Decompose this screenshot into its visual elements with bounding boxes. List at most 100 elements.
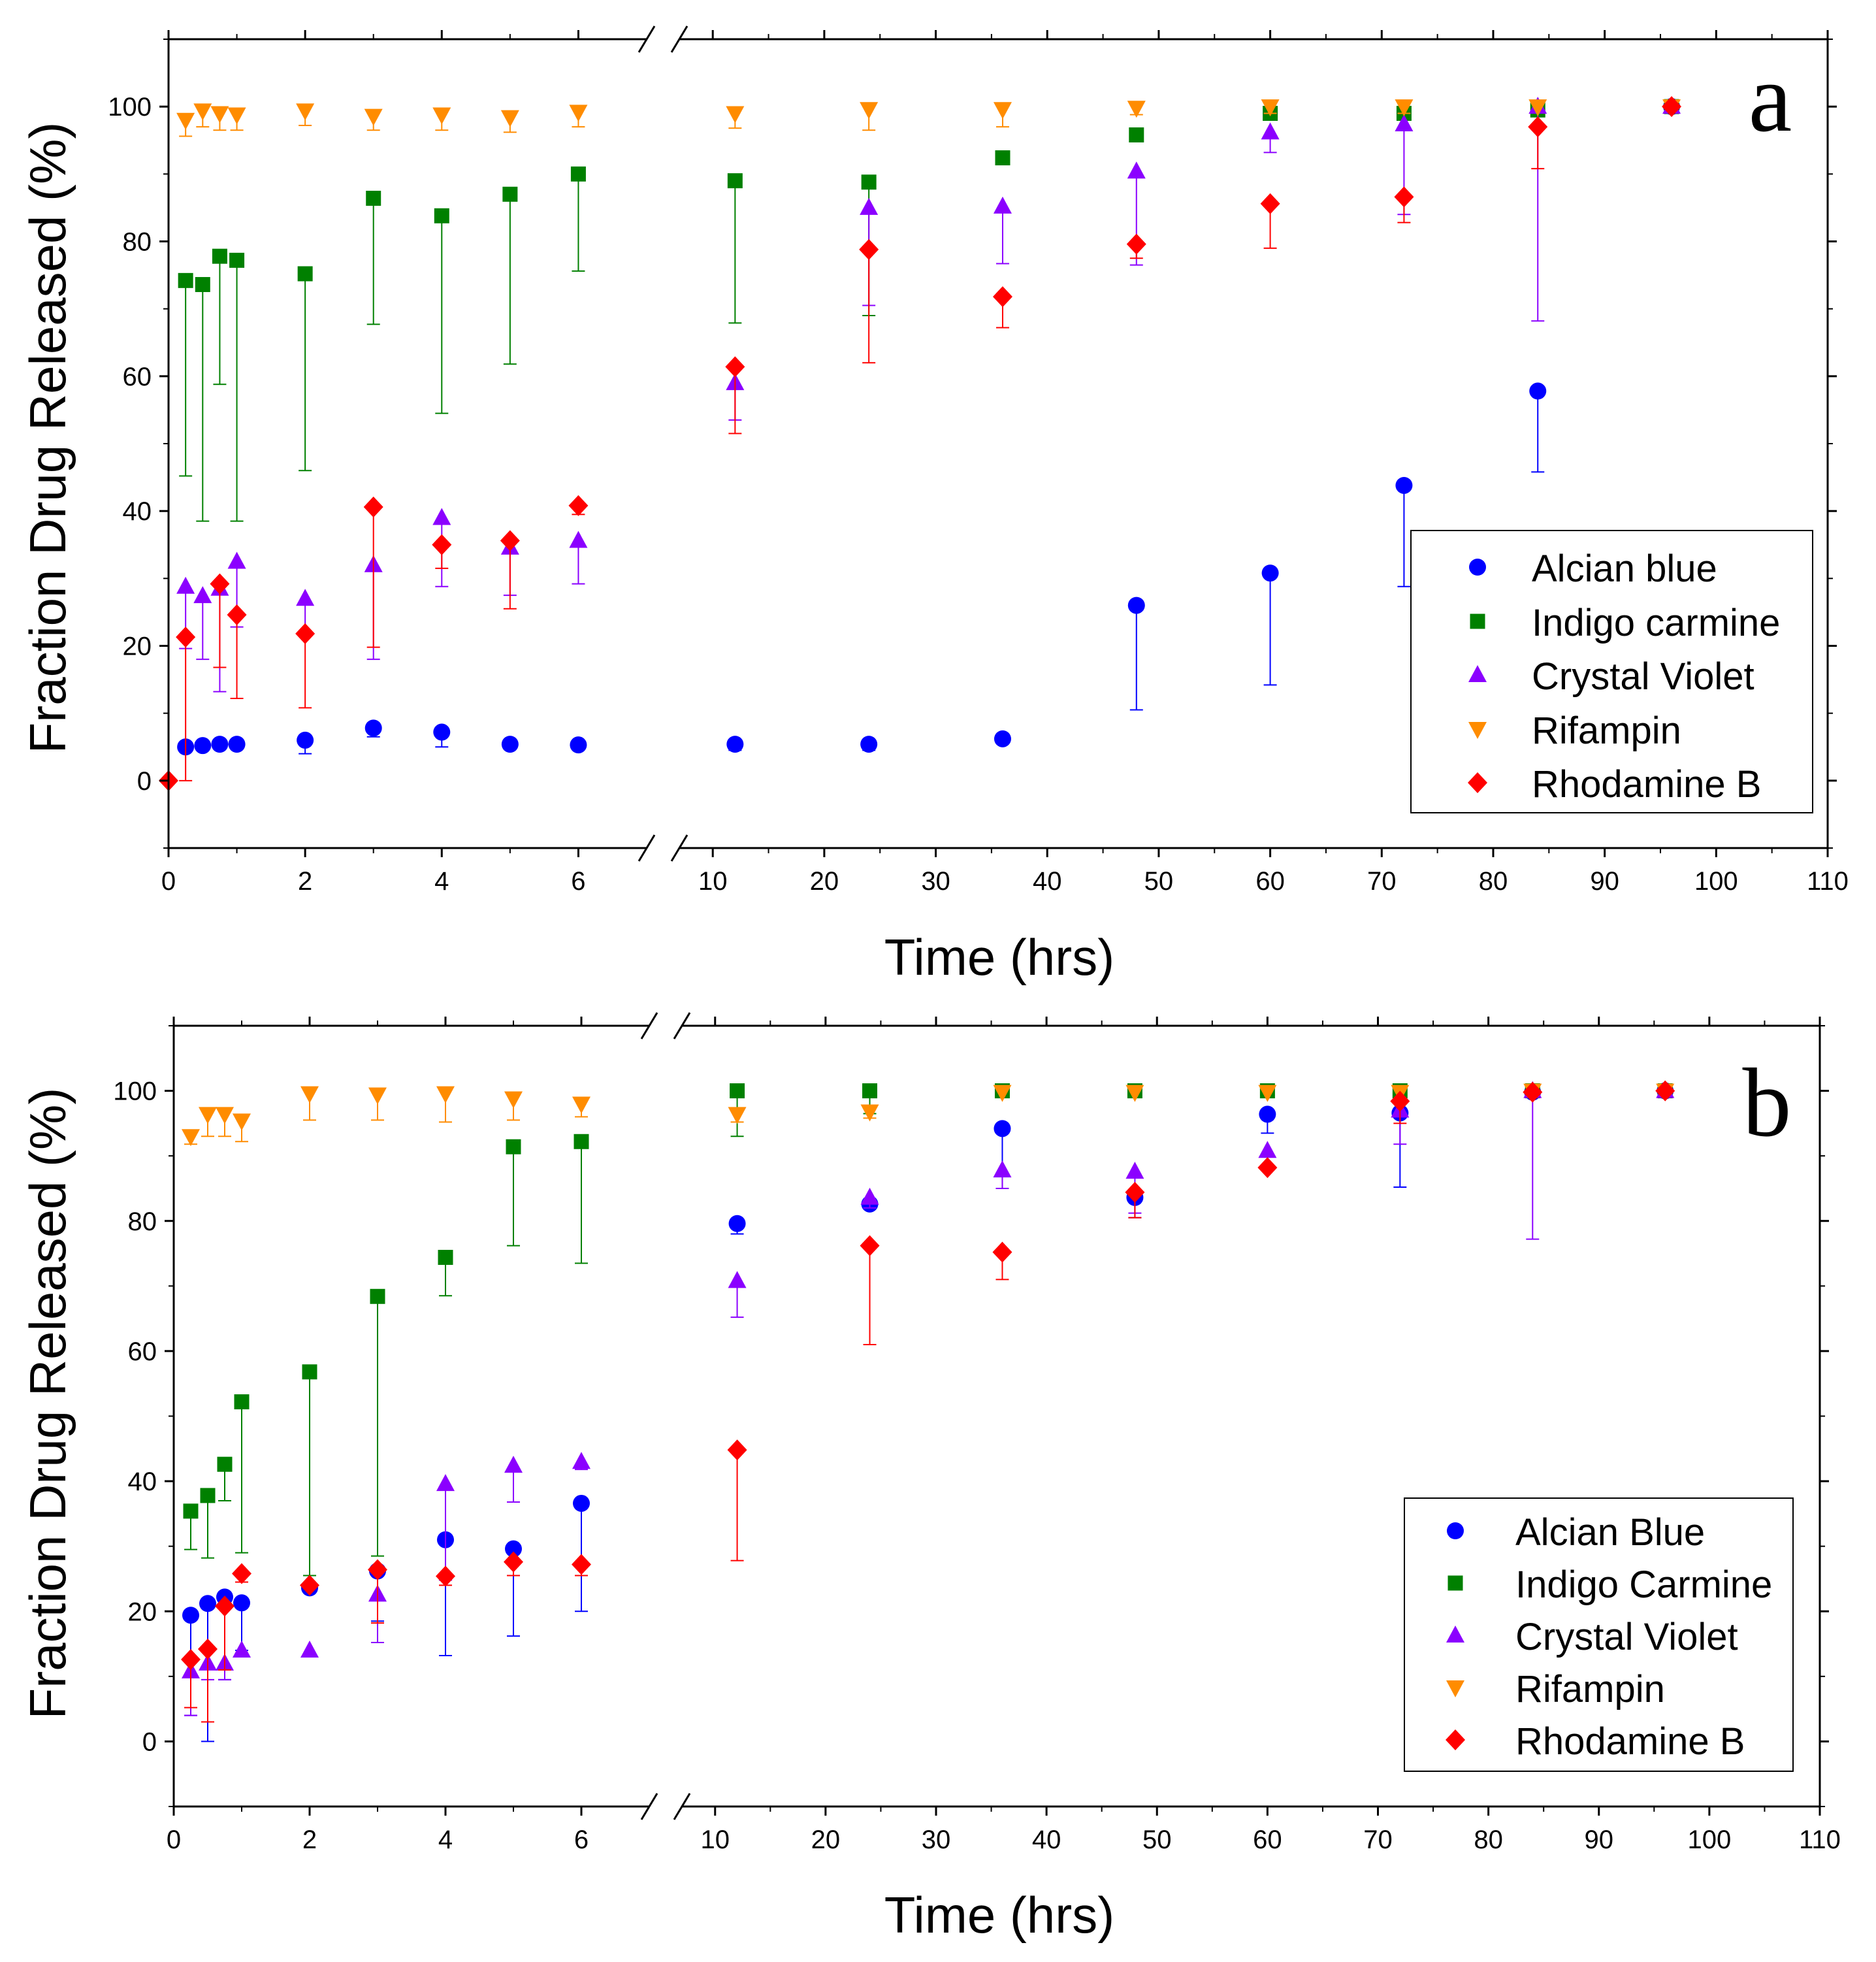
data-point <box>1258 1141 1277 1158</box>
y-tick-label: 40 <box>123 497 152 526</box>
data-point <box>210 106 229 123</box>
x-tick-label: 80 <box>1479 867 1508 896</box>
data-point <box>300 1641 319 1658</box>
series-layer-a <box>159 96 1682 791</box>
legend-label-2: Crystal Violet <box>1532 655 1755 698</box>
data-point <box>432 534 452 555</box>
x-tick-label: 0 <box>161 867 176 896</box>
data-point <box>232 1563 251 1584</box>
data-point <box>569 531 588 548</box>
axis-break-mark <box>673 1012 691 1039</box>
data-point <box>182 1607 199 1624</box>
data-point <box>504 1456 523 1473</box>
x-tick-label: 70 <box>1363 1825 1393 1854</box>
data-point <box>438 1250 453 1266</box>
data-point <box>194 737 212 755</box>
data-point <box>1127 597 1145 614</box>
data-point <box>199 1595 216 1612</box>
series-0 <box>177 98 1681 756</box>
data-point <box>233 1594 250 1612</box>
data-point <box>296 103 315 121</box>
x-tick-label: 40 <box>1032 1825 1061 1854</box>
data-point <box>176 576 195 594</box>
legend-entry-0: Alcian blue <box>1469 548 1717 590</box>
data-point <box>727 173 743 189</box>
y-tick-label: 0 <box>142 1727 157 1756</box>
data-point <box>200 1488 216 1503</box>
x-tick-label: 30 <box>921 867 950 896</box>
legend-marker-4 <box>1468 772 1487 793</box>
x-tick-label: 0 <box>167 1825 181 1854</box>
legend-label-0: Alcian Blue <box>1515 1511 1705 1554</box>
data-point <box>212 248 227 264</box>
data-point <box>296 589 315 606</box>
legend-marker-shape <box>1447 1522 1464 1539</box>
axis-break-mark <box>638 25 656 53</box>
data-point <box>436 1086 455 1104</box>
x-tick-label: 10 <box>700 1825 730 1854</box>
legend-b: Alcian Blue Indigo Carmine Crystal Viole… <box>1404 1497 1794 1772</box>
legend-a: Alcian blue Indigo carmine Crystal Viole… <box>1410 530 1813 813</box>
axis-break-mark <box>670 834 688 862</box>
data-point <box>1395 476 1413 494</box>
data-point <box>176 112 195 130</box>
data-point <box>860 1187 879 1205</box>
legend-label-1: Indigo Carmine <box>1515 1563 1772 1606</box>
x-tick-label: 110 <box>1799 1825 1841 1854</box>
legend-marker-0 <box>1469 559 1486 576</box>
data-point <box>183 1503 199 1519</box>
data-point <box>573 1494 590 1512</box>
legend-label-3: Rifampin <box>1515 1668 1665 1710</box>
data-point <box>297 266 313 282</box>
x-tick-label: 4 <box>434 867 449 896</box>
x-axis-title-a: Time (hrs) <box>884 928 1114 986</box>
data-point <box>297 731 314 749</box>
data-point <box>993 196 1012 214</box>
data-point <box>195 277 210 293</box>
data-point <box>193 103 212 121</box>
series-4 <box>159 96 1682 791</box>
axis-break-mark <box>640 1012 658 1039</box>
legend-entry-4: Rhodamine B <box>1446 1720 1745 1763</box>
y-axis-title-a: Fraction Drug Released (%) <box>19 122 76 754</box>
data-point <box>568 495 589 516</box>
legend-marker-shape <box>1447 1575 1463 1591</box>
y-tick-label: 0 <box>137 767 152 796</box>
data-point <box>229 252 245 268</box>
legend-entry-2: Crystal Violet <box>1446 1616 1738 1658</box>
x-tick-label: 110 <box>1807 867 1849 896</box>
data-point <box>432 107 451 125</box>
x-tick-label: 10 <box>698 867 728 896</box>
data-point <box>217 1456 233 1472</box>
legend-label-2: Crystal Violet <box>1515 1616 1738 1658</box>
data-point <box>1129 127 1144 142</box>
legend-marker-3 <box>1446 1680 1464 1697</box>
data-point <box>1662 96 1682 118</box>
data-point <box>366 190 381 206</box>
x-tick-label: 6 <box>571 867 585 896</box>
data-point <box>500 110 519 127</box>
data-point <box>502 186 518 202</box>
legend-entry-2: Crystal Violet <box>1468 655 1755 698</box>
data-point <box>1125 1085 1144 1102</box>
legend-marker-2 <box>1446 1626 1464 1643</box>
x-tick-label: 60 <box>1253 1825 1282 1854</box>
data-point <box>574 1134 589 1149</box>
x-axis-title-b: Time (hrs) <box>884 1886 1114 1944</box>
y-axis-title-b: Fraction Drug Released (%) <box>19 1088 76 1720</box>
data-point <box>193 586 212 604</box>
legend-marker-4 <box>1446 1729 1465 1750</box>
series-2 <box>182 1081 1675 1716</box>
data-point <box>992 1241 1012 1263</box>
data-point <box>1127 161 1146 179</box>
data-point <box>363 496 383 517</box>
data-point <box>1125 1181 1145 1203</box>
legend-label-1: Indigo carmine <box>1532 602 1780 644</box>
data-point <box>1127 101 1146 118</box>
data-point <box>181 1648 201 1670</box>
data-point <box>860 1235 880 1256</box>
panel-b: 0 20 40 60 80 100 0 2 4 6 10 20 30 40 50 60 70 80 90 100 110… <box>19 1012 1841 1944</box>
legend-label-0: Alcian blue <box>1532 548 1717 590</box>
data-point <box>1257 1157 1278 1179</box>
